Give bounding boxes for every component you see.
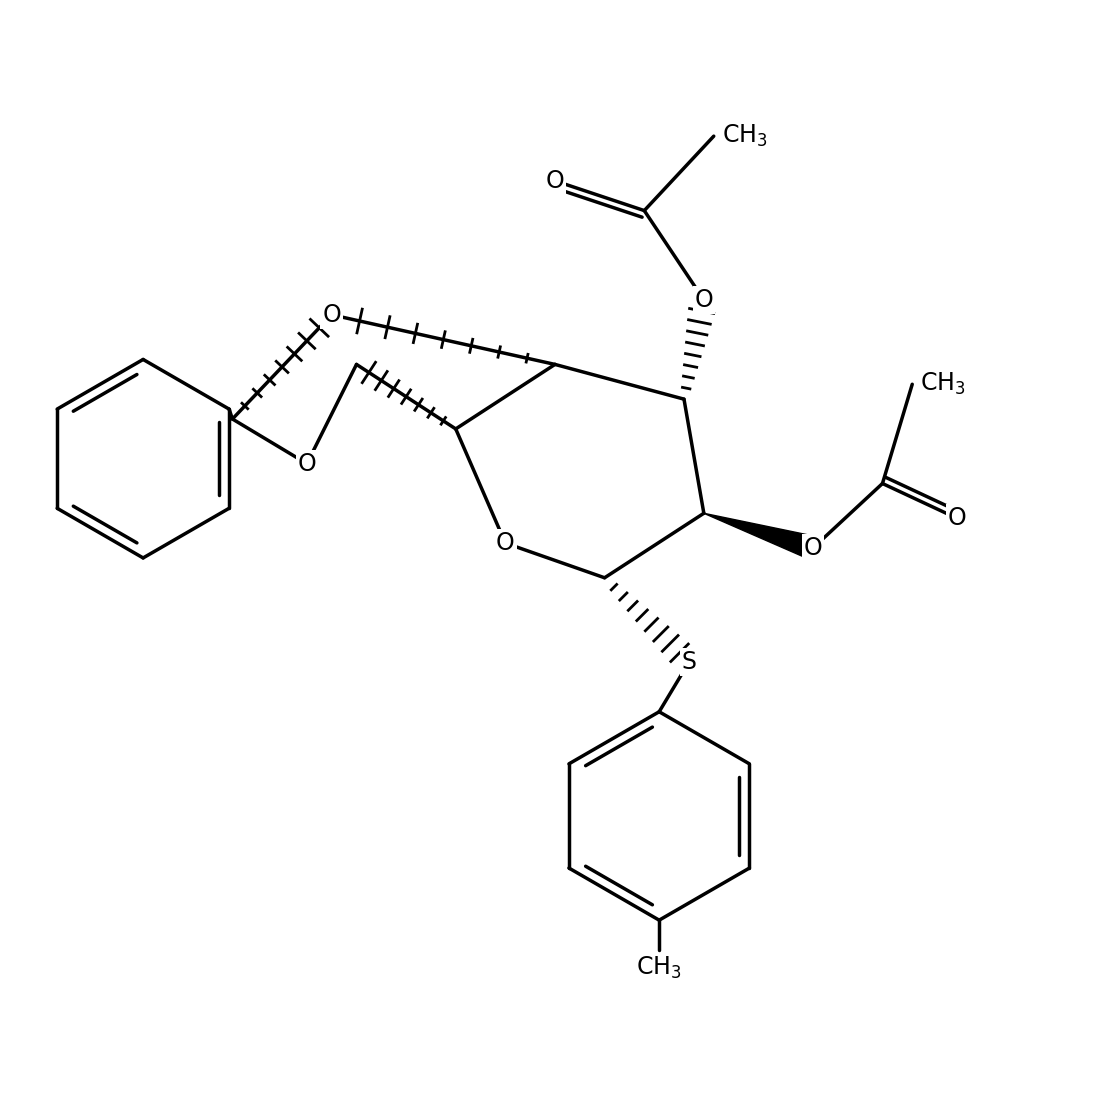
Text: CH$_3$: CH$_3$	[636, 955, 682, 982]
Text: O: O	[322, 303, 341, 327]
Text: O: O	[545, 169, 564, 193]
Text: S: S	[681, 650, 696, 674]
Text: CH$_3$: CH$_3$	[722, 123, 767, 149]
Text: CH$_3$: CH$_3$	[920, 371, 965, 397]
Text: O: O	[694, 288, 713, 312]
Polygon shape	[704, 513, 817, 559]
Text: O: O	[803, 536, 822, 560]
Text: O: O	[948, 506, 966, 530]
Text: O: O	[298, 451, 316, 475]
Text: O: O	[496, 531, 515, 556]
